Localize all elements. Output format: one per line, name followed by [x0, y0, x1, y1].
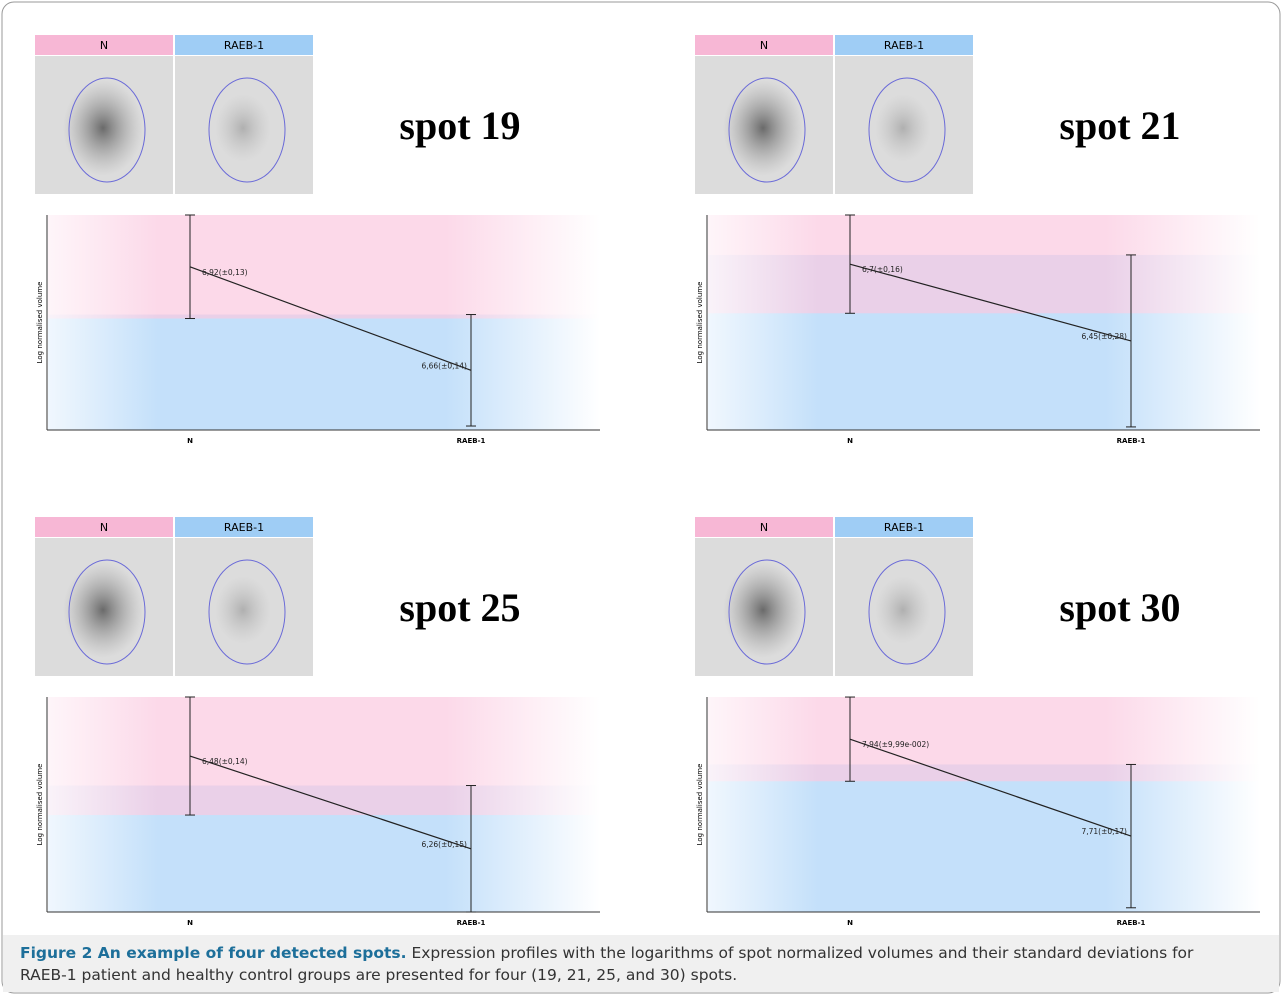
image-header — [695, 517, 833, 537]
spot-title: spot 21 — [1059, 103, 1180, 148]
gel-blob — [875, 94, 931, 162]
x-tick-label: N — [187, 919, 193, 927]
image-header — [175, 35, 313, 55]
spot-title: spot 19 — [399, 103, 520, 148]
spot-outline — [208, 77, 286, 183]
spot-outline — [68, 559, 146, 665]
panel: N RAEB-1 spot 19 Log normalised volume N RAEB… — [35, 35, 600, 445]
line — [189, 755, 472, 850]
value-label: 6,48(±0,14) — [202, 757, 248, 766]
band-fade — [708, 215, 1260, 430]
image-label: N — [760, 39, 768, 52]
image-label: RAEB-1 — [224, 39, 264, 52]
image-label: RAEB-1 — [884, 39, 924, 52]
y-axis-label: Log normalised volume — [36, 282, 44, 364]
value-label: 6,45(±0,28) — [1081, 332, 1127, 341]
value-label: 6,26(±0,15) — [421, 840, 467, 849]
value-label: 6,66(±0,14) — [421, 361, 467, 370]
line — [849, 263, 1132, 342]
x-tick-label: N — [847, 437, 853, 445]
caption-label: Figure 2 An example of four detected spo… — [20, 944, 407, 962]
gel-blob — [875, 576, 931, 644]
gel-blob — [215, 94, 271, 162]
x-tick-label: RAEB-1 — [457, 919, 486, 927]
panel: N RAEB-1 spot 25 Log normalised volume N RAEB… — [35, 517, 600, 927]
spot-outline — [728, 77, 806, 183]
spot-outline — [868, 559, 946, 665]
caption-bg — [3, 935, 1279, 992]
band-fade — [48, 215, 600, 430]
x-tick-label: RAEB-1 — [457, 437, 486, 445]
panel: N RAEB-1 spot 30 Log normalised volume N RAEB… — [695, 517, 1260, 927]
gel-blob — [63, 562, 143, 658]
band-fade — [708, 697, 1260, 912]
gel-blob — [723, 80, 803, 176]
line — [189, 266, 472, 371]
spot-title: spot 30 — [1059, 585, 1180, 630]
value-label: 6,7(±0,16) — [862, 265, 903, 274]
image-label: RAEB-1 — [884, 521, 924, 534]
image-label: N — [100, 39, 108, 52]
band-fade — [48, 697, 600, 912]
value-label: 7,94(±9,99e-002) — [862, 740, 929, 749]
image-label: N — [760, 521, 768, 534]
x-tick-label: N — [187, 437, 193, 445]
x-tick-label: RAEB-1 — [1117, 919, 1146, 927]
gel-blob — [215, 576, 271, 644]
image-label: N — [100, 521, 108, 534]
caption-text: Expression profiles with the logarithms … — [20, 944, 1194, 984]
image-header — [35, 35, 173, 55]
value-label: 7,71(±0,17) — [1081, 827, 1127, 836]
y-axis-label: Log normalised volume — [36, 764, 44, 846]
y-axis-label: Log normalised volume — [696, 764, 704, 846]
image-header — [835, 517, 973, 537]
image-header — [695, 35, 833, 55]
y-axis-label: Log normalised volume — [696, 282, 704, 364]
gel-blob — [63, 80, 143, 176]
caption: Figure 2 An example of four detected spo… — [20, 942, 1240, 986]
panel: N RAEB-1 spot 21 Log normalised volume N RAEB… — [695, 35, 1260, 445]
spot-outline — [868, 77, 946, 183]
spot-outline — [208, 559, 286, 665]
value-label: 6,92(±0,13) — [202, 268, 248, 277]
spot-outline — [728, 559, 806, 665]
line — [849, 738, 1132, 837]
gel-blob — [723, 562, 803, 658]
spot-outline — [68, 77, 146, 183]
spot-title: spot 25 — [399, 585, 520, 630]
x-tick-label: N — [847, 919, 853, 927]
image-label: RAEB-1 — [224, 521, 264, 534]
x-tick-label: RAEB-1 — [1117, 437, 1146, 445]
image-header — [175, 517, 313, 537]
image-header — [835, 35, 973, 55]
image-header — [35, 517, 173, 537]
